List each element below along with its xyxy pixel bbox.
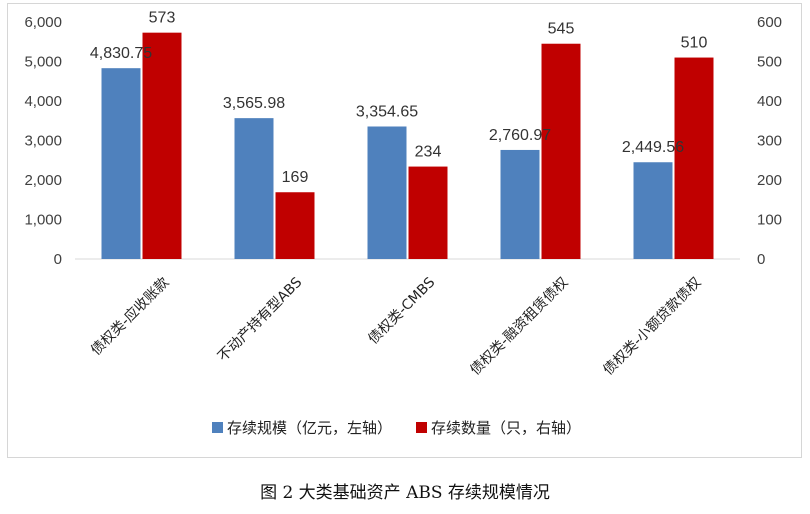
bar-series-2 bbox=[142, 32, 182, 259]
legend-label-series-2: 存续数量（只，右轴） bbox=[431, 419, 581, 437]
category-label: 不动产持有型ABS bbox=[215, 274, 305, 364]
bar-series-1 bbox=[633, 162, 673, 259]
y-right-tick-label: 100 bbox=[757, 212, 782, 229]
y-left-tick-label: 4,000 bbox=[24, 93, 62, 110]
bar-series-1 bbox=[101, 68, 141, 260]
data-label-series-2: 169 bbox=[282, 169, 309, 186]
category-label: 债权类-融资租赁债权 bbox=[467, 275, 571, 379]
bar-series-2 bbox=[674, 57, 714, 259]
y-right-tick-label: 600 bbox=[757, 14, 782, 31]
figure-caption: 图 2 大类基础资产 ABS 存续规模情况 bbox=[260, 483, 550, 503]
data-label-series-1: 3,354.65 bbox=[356, 103, 418, 120]
data-label-series-1: 3,565.98 bbox=[223, 95, 285, 112]
y-right-tick-label: 300 bbox=[757, 133, 782, 150]
y-right-tick-label: 200 bbox=[757, 172, 782, 189]
y-right-tick-label: 500 bbox=[757, 54, 782, 71]
category-label: 债权类-应收账款 bbox=[87, 274, 172, 359]
y-left-tick-label: 5,000 bbox=[24, 54, 62, 71]
data-label-series-1: 2,760.97 bbox=[489, 127, 551, 144]
data-label-series-2: 510 bbox=[681, 35, 708, 52]
data-label-series-2: 573 bbox=[149, 10, 176, 27]
bar-series-1 bbox=[500, 149, 540, 259]
legend-swatch-series-1 bbox=[212, 422, 223, 433]
data-label-series-2: 545 bbox=[548, 21, 575, 38]
y-left-tick-label: 0 bbox=[54, 251, 62, 268]
bar-series-2 bbox=[408, 166, 448, 259]
y-left-tick-label: 3,000 bbox=[24, 133, 62, 150]
data-label-series-1: 4,830.75 bbox=[90, 45, 152, 62]
bar-series-2 bbox=[541, 43, 581, 259]
category-label: 债权类-CMBS bbox=[365, 274, 438, 347]
bar-series-1 bbox=[234, 118, 274, 259]
legend-swatch-series-2 bbox=[416, 422, 427, 433]
data-label-series-2: 234 bbox=[415, 144, 442, 161]
bar-series-2 bbox=[275, 192, 315, 259]
y-right-tick-label: 400 bbox=[757, 93, 782, 110]
data-label-series-1: 2,449.56 bbox=[622, 139, 684, 156]
y-left-tick-label: 2,000 bbox=[24, 172, 62, 189]
bar-series-1 bbox=[367, 126, 407, 259]
category-label: 债权类-小额贷款债权 bbox=[600, 275, 704, 379]
legend-label-series-1: 存续规模（亿元，左轴） bbox=[227, 419, 392, 437]
y-left-tick-label: 6,000 bbox=[24, 14, 62, 31]
y-right-tick-label: 0 bbox=[757, 251, 765, 268]
y-left-tick-label: 1,000 bbox=[24, 212, 62, 229]
